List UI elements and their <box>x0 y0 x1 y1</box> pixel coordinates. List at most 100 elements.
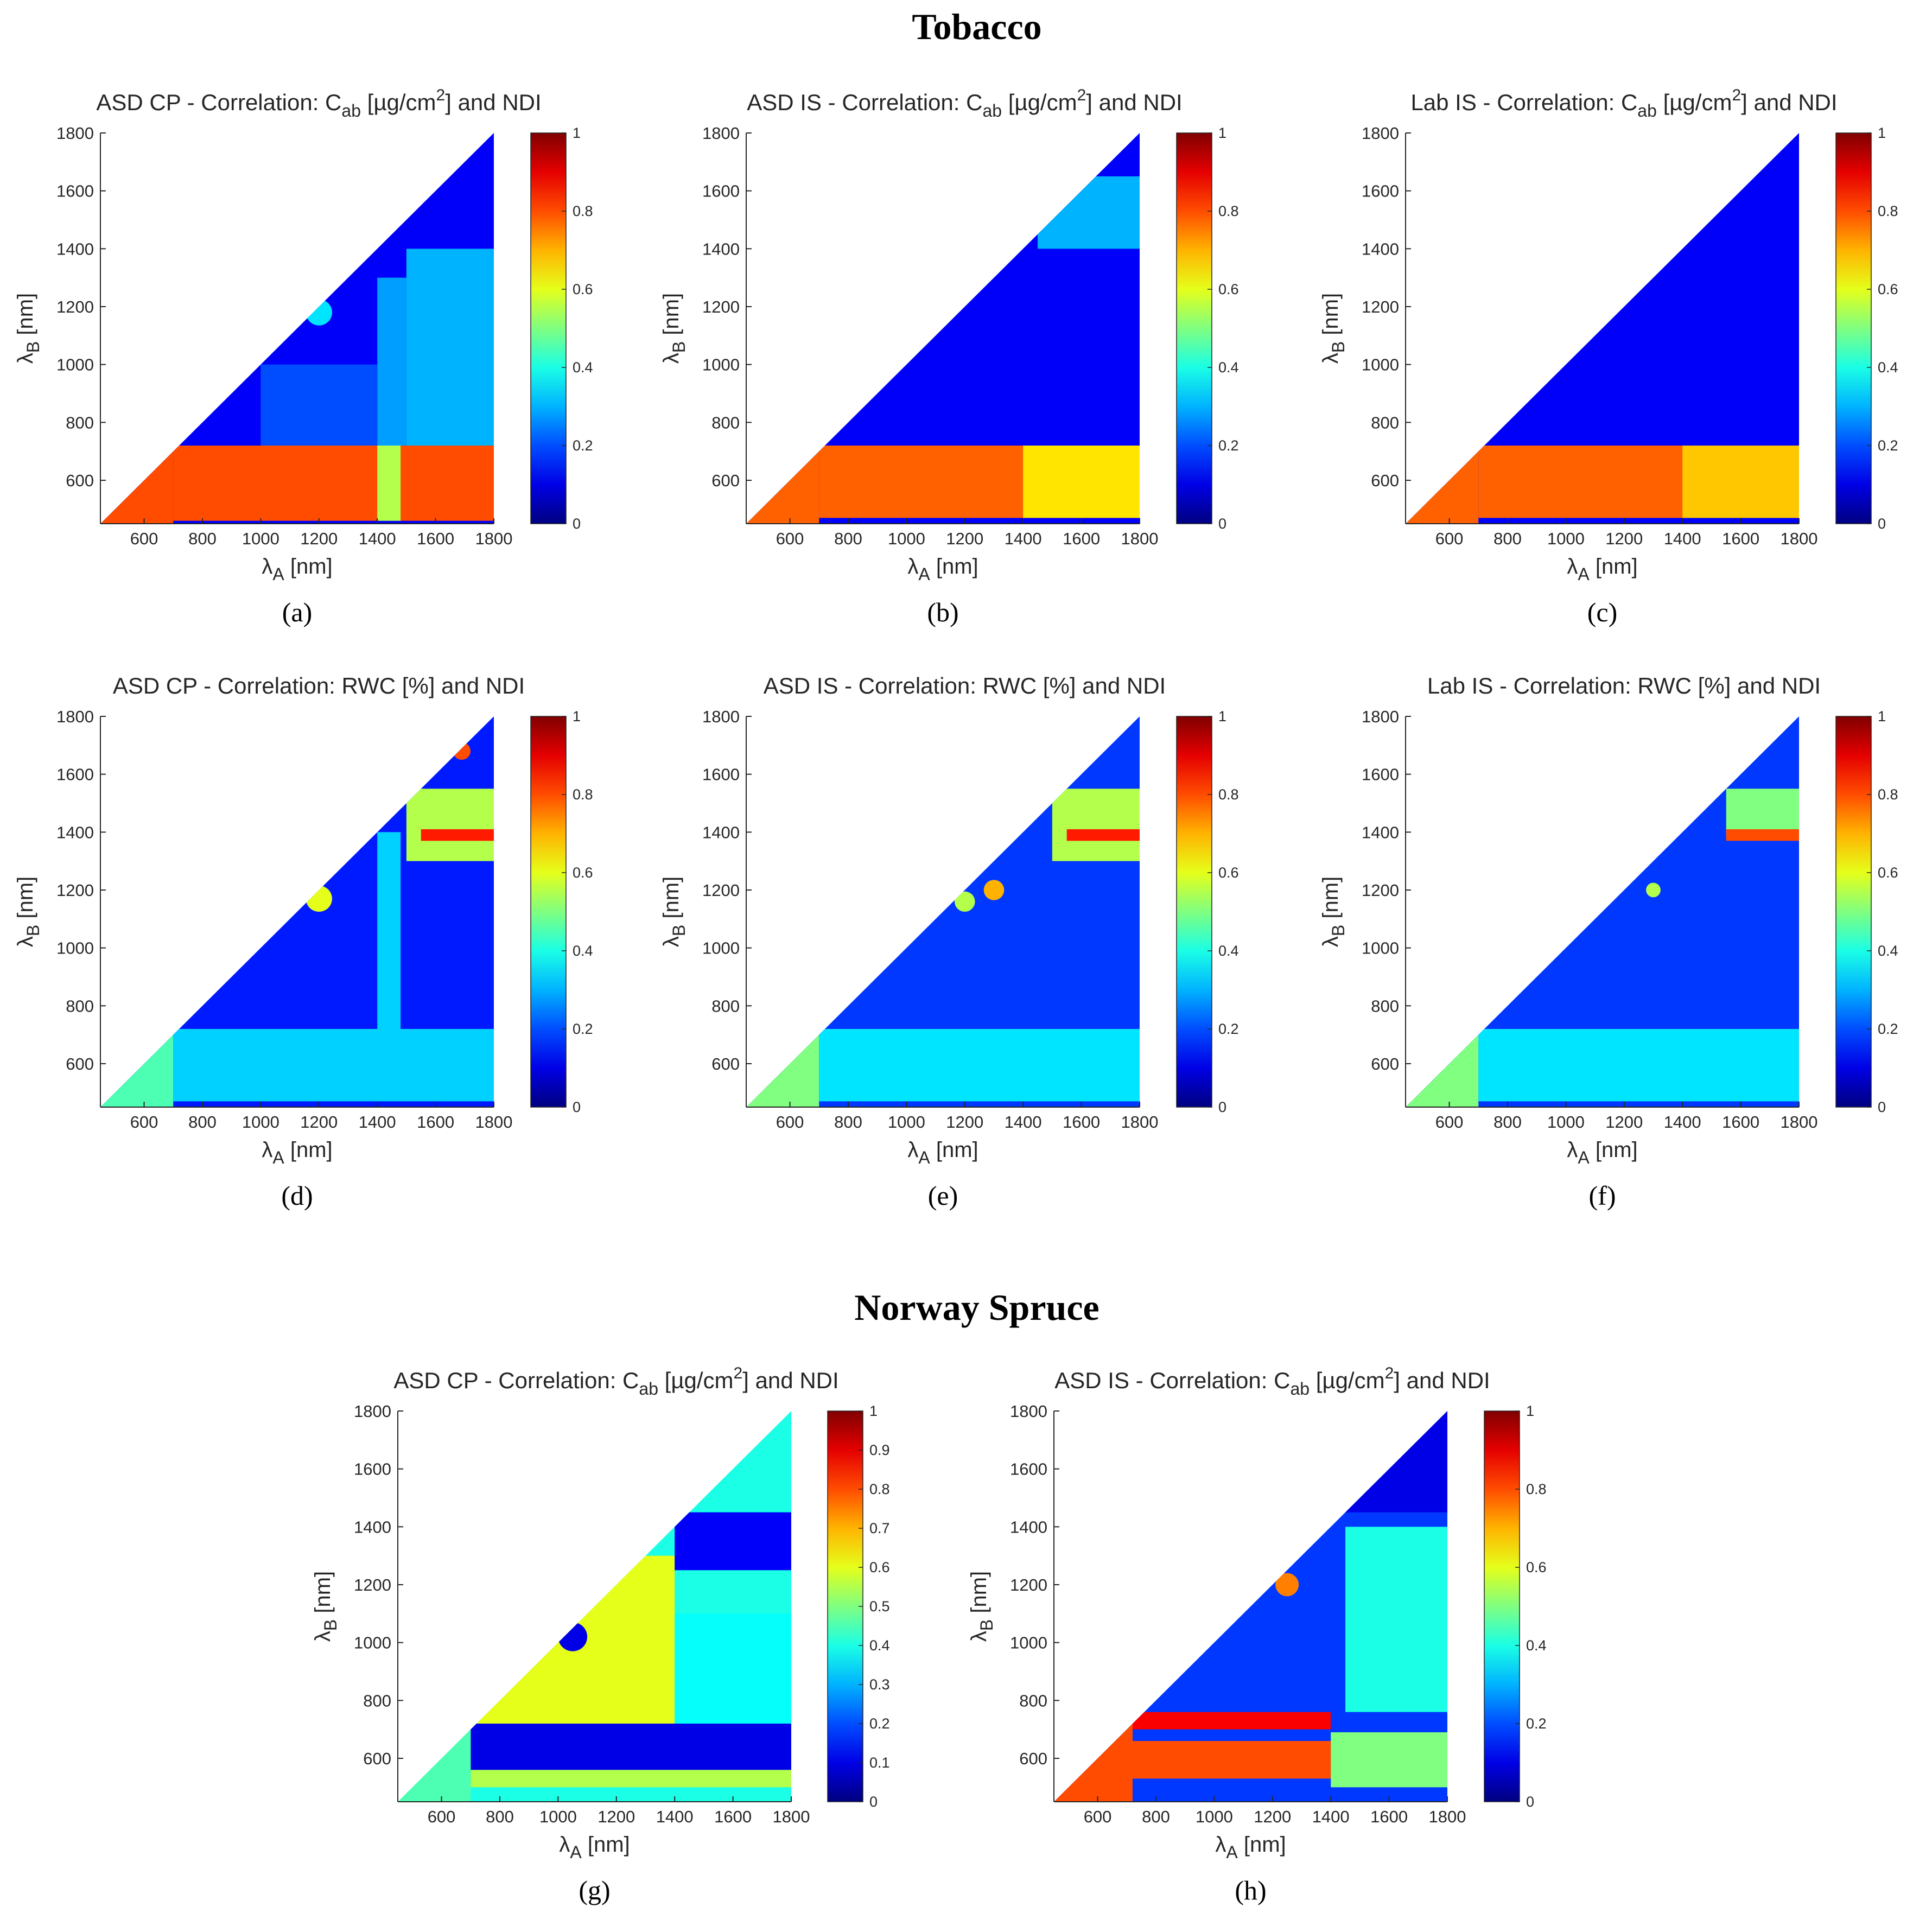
y-tick-label: 1000 <box>702 939 740 958</box>
panel-label: (e) <box>928 1180 958 1211</box>
y-tick-label: 1600 <box>56 765 94 784</box>
x-tick-label: 600 <box>1084 1807 1112 1826</box>
x-tick-label: 1800 <box>1781 529 1818 548</box>
y-axis-label: λB [nm] <box>659 293 689 364</box>
colorbar-tick-label: 0.8 <box>869 1481 890 1497</box>
colorbar-tick-label: 0.7 <box>869 1520 890 1536</box>
colorbar-tick-label: 1 <box>1878 708 1886 724</box>
correlation-region <box>1023 446 1140 518</box>
y-axis-label: λB [nm] <box>14 876 43 947</box>
x-tick-label: 600 <box>776 529 804 548</box>
correlation-region <box>471 1770 791 1788</box>
y-tick-label: 1800 <box>702 707 740 726</box>
colorbar-tick-label: 0 <box>1526 1794 1534 1810</box>
chart-panel: 600 800 1000 1200 1400 1600 1800 600 800 1000 1200… <box>967 1364 1547 1905</box>
x-tick-label: 1800 <box>475 1113 513 1132</box>
x-tick-label: 1800 <box>773 1807 810 1826</box>
colorbar <box>1176 716 1212 1108</box>
y-tick-label: 1800 <box>1362 707 1399 726</box>
x-tick-label: 1400 <box>1312 1807 1350 1826</box>
chart-title: ASD IS - Correlation: Cab [µg/cm2] and N… <box>747 86 1182 120</box>
diagonal-region <box>398 1729 471 1802</box>
y-tick-label: 1600 <box>702 182 740 201</box>
colorbar <box>530 716 567 1108</box>
x-tick-label: 600 <box>1435 1113 1464 1132</box>
y-tick-label: 600 <box>1371 471 1399 490</box>
x-tick-label: 1600 <box>417 1113 454 1132</box>
colorbar <box>1835 132 1872 524</box>
x-tick-label: 1200 <box>1254 1807 1291 1826</box>
colorbar-tick-label: 0.6 <box>1526 1559 1547 1575</box>
colorbar-tick-label: 1 <box>573 125 581 141</box>
x-tick-label: 1000 <box>1196 1807 1233 1826</box>
x-tick-label: 1600 <box>417 529 454 548</box>
chart-panel: 600 800 1000 1200 1400 1600 1800 600 800 1000 1200… <box>659 673 1239 1211</box>
chart-panel: 600 800 1000 1200 1400 1600 1800 600 800 1000 1200… <box>1319 86 1898 627</box>
chart-title: ASD CP - Correlation: Cab [µg/cm2] and N… <box>96 86 541 120</box>
x-tick-label: 800 <box>1142 1807 1170 1826</box>
correlation-region <box>675 1512 791 1571</box>
diagonal-region <box>100 451 174 524</box>
x-tick-label: 1000 <box>888 1113 925 1132</box>
x-tick-label: 600 <box>130 1113 158 1132</box>
correlation-spot <box>983 880 1005 900</box>
correlation-region <box>1066 829 1140 841</box>
correlation-region <box>1345 1411 1447 1512</box>
panel-label: (a) <box>282 597 313 627</box>
diagonal-region <box>746 451 819 524</box>
y-tick-label: 600 <box>711 471 740 490</box>
colorbar-tick-label: 0.6 <box>1878 865 1898 881</box>
panel-label: (g) <box>579 1875 610 1905</box>
x-tick-label: 1200 <box>1605 1113 1643 1132</box>
x-tick-label: 1000 <box>539 1807 577 1826</box>
x-tick-label: 800 <box>188 1113 217 1132</box>
correlation-region <box>173 446 494 521</box>
x-tick-label: 1000 <box>1547 529 1585 548</box>
diagonal-region <box>1406 1034 1479 1107</box>
colorbar-tick-label: 1 <box>1878 125 1886 141</box>
x-tick-label: 600 <box>776 1113 804 1132</box>
y-tick-label: 1200 <box>56 297 94 316</box>
x-tick-label: 1200 <box>1605 529 1643 548</box>
chart-title: ASD IS - Correlation: RWC [%] and NDI <box>764 673 1166 698</box>
x-axis-label: λA [nm] <box>1215 1833 1286 1862</box>
colorbar-tick-label: 0.4 <box>1526 1637 1547 1654</box>
y-tick-label: 1800 <box>1362 124 1399 143</box>
x-axis-label: λA [nm] <box>1567 555 1637 584</box>
colorbar-tick-label: 1 <box>1526 1403 1534 1419</box>
colorbar-tick-label: 0.2 <box>869 1715 890 1732</box>
colorbar-tick-label: 0.9 <box>869 1442 890 1458</box>
correlation-region <box>173 1029 494 1102</box>
colorbar-tick-label: 0.1 <box>869 1755 890 1771</box>
colorbar-tick-label: 0.8 <box>1218 786 1239 803</box>
correlation-region <box>377 446 401 521</box>
heatmap-area <box>746 133 1140 524</box>
correlation-region <box>406 789 494 861</box>
x-tick-label: 1200 <box>300 529 338 548</box>
correlation-region <box>1345 1527 1447 1712</box>
y-tick-label: 1600 <box>1362 765 1399 784</box>
y-tick-label: 600 <box>66 471 94 490</box>
y-axis-label: λB [nm] <box>659 876 689 947</box>
panel-label: (f) <box>1589 1180 1616 1211</box>
y-tick-label: 1600 <box>1010 1460 1047 1479</box>
colorbar-tick-label: 0 <box>869 1794 878 1810</box>
x-tick-label: 1000 <box>1547 1113 1585 1132</box>
colorbar-tick-label: 0 <box>573 1099 581 1115</box>
x-tick-label: 600 <box>1435 529 1464 548</box>
y-tick-label: 1200 <box>702 881 740 900</box>
y-tick-label: 800 <box>1371 996 1399 1015</box>
colorbar-tick-label: 0.6 <box>869 1559 890 1575</box>
colorbar <box>1176 132 1212 524</box>
correlation-region <box>1726 829 1799 841</box>
x-tick-label: 1200 <box>946 529 983 548</box>
x-tick-label: 1000 <box>242 1113 279 1132</box>
y-tick-label: 800 <box>711 413 740 432</box>
chart-panel: 600 800 1000 1200 1400 1600 1800 600 800 1000 1200… <box>1319 673 1898 1211</box>
y-tick-label: 800 <box>1019 1691 1047 1710</box>
heatmap-area <box>398 1411 791 1802</box>
colorbar-tick-label: 0 <box>573 516 581 532</box>
y-tick-label: 1600 <box>56 182 94 201</box>
chart-panel: 600 800 1000 1200 1400 1600 1800 600 800 1000 1200… <box>14 86 593 627</box>
